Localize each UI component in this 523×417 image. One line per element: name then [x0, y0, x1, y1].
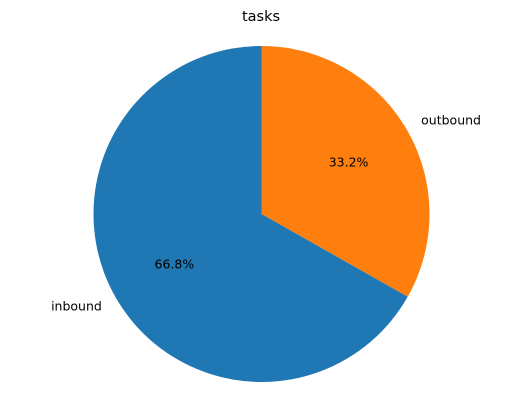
slice-percent-outbound: 33.2%	[329, 155, 369, 170]
pie-slice-inbound	[93, 46, 408, 382]
pie-slices	[93, 46, 430, 382]
slice-label-outbound: outbound	[421, 112, 481, 127]
slice-label-inbound: inbound	[51, 299, 102, 314]
slice-percent-inbound: 66.8%	[155, 256, 195, 271]
pie-labels: outbound 33.2% inbound 66.8%	[51, 112, 481, 313]
chart-title: tasks	[242, 9, 280, 25]
pie-slice-outbound	[261, 46, 430, 297]
